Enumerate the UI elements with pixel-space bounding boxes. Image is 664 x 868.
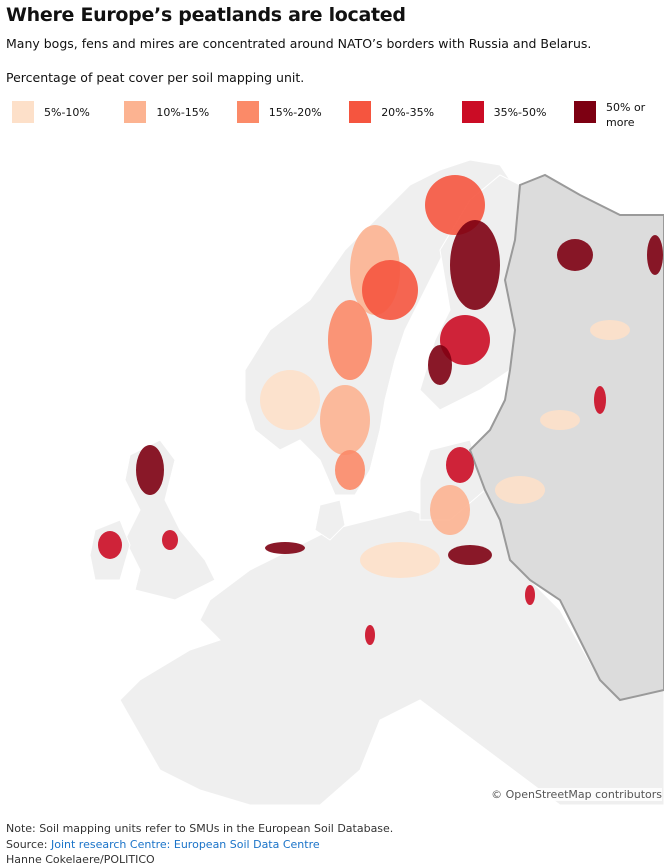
russia <box>468 173 664 702</box>
peat-area <box>328 300 372 380</box>
peat-area <box>430 485 470 535</box>
legend-swatch <box>236 101 259 123</box>
source: Source: Joint research Centre: European … <box>6 838 320 851</box>
peat-area <box>265 542 305 554</box>
peat-area <box>362 260 418 320</box>
legend-swatch <box>349 101 372 123</box>
peat-area <box>647 235 663 275</box>
legend-label: 35%-50% <box>493 106 547 119</box>
legend-swatch <box>574 101 596 123</box>
peat-area <box>365 625 375 645</box>
peat-area <box>594 386 606 414</box>
attribution: © OpenStreetMap contributors <box>491 788 662 801</box>
legend-label: 15%-20% <box>268 106 322 119</box>
peat-area <box>495 476 545 504</box>
denmark <box>314 499 346 541</box>
note: Note: Soil mapping units refer to SMUs i… <box>6 822 394 835</box>
peat-area <box>98 531 122 559</box>
peat-area <box>557 239 593 271</box>
title: Where Europe’s peatlands are located <box>6 4 406 26</box>
peat-area <box>428 345 452 385</box>
source-label: Source: <box>6 838 48 851</box>
peat-area <box>260 370 320 430</box>
peat-area <box>590 320 630 340</box>
legend-label: 20%-35% <box>381 106 435 119</box>
legend: 5%-10% 10%-15% 15%-20% 20%-35% 35%-50% 50% or… <box>0 100 664 134</box>
credit: Hanne Cokelaere/POLITICO <box>6 853 155 866</box>
peat-area <box>448 545 492 565</box>
peat-area <box>335 450 365 490</box>
peat-area <box>425 175 485 235</box>
legend-title: Percentage of peat cover per soil mappin… <box>6 70 305 85</box>
legend-swatch <box>124 101 147 123</box>
peat-area <box>446 447 474 483</box>
subtitle: Many bogs, fens and mires are concentrat… <box>6 36 592 51</box>
legend-label: 10%-15% <box>156 106 210 119</box>
legend-swatch <box>461 101 484 123</box>
map <box>0 140 664 810</box>
peat-areas <box>98 175 663 645</box>
peat-area <box>450 220 500 310</box>
legend-label: 50% or more <box>606 101 646 129</box>
legend-swatch <box>12 101 34 123</box>
peat-area <box>136 445 164 495</box>
peat-area <box>320 385 370 455</box>
legend-label: 5%-10% <box>44 106 90 119</box>
peat-area <box>360 542 440 578</box>
continent <box>119 448 664 806</box>
source-link[interactable]: Joint research Centre: European Soil Dat… <box>51 838 320 851</box>
peat-area <box>540 410 580 430</box>
peat-area <box>162 530 178 550</box>
peat-area <box>440 315 490 365</box>
peat-area <box>525 585 535 605</box>
